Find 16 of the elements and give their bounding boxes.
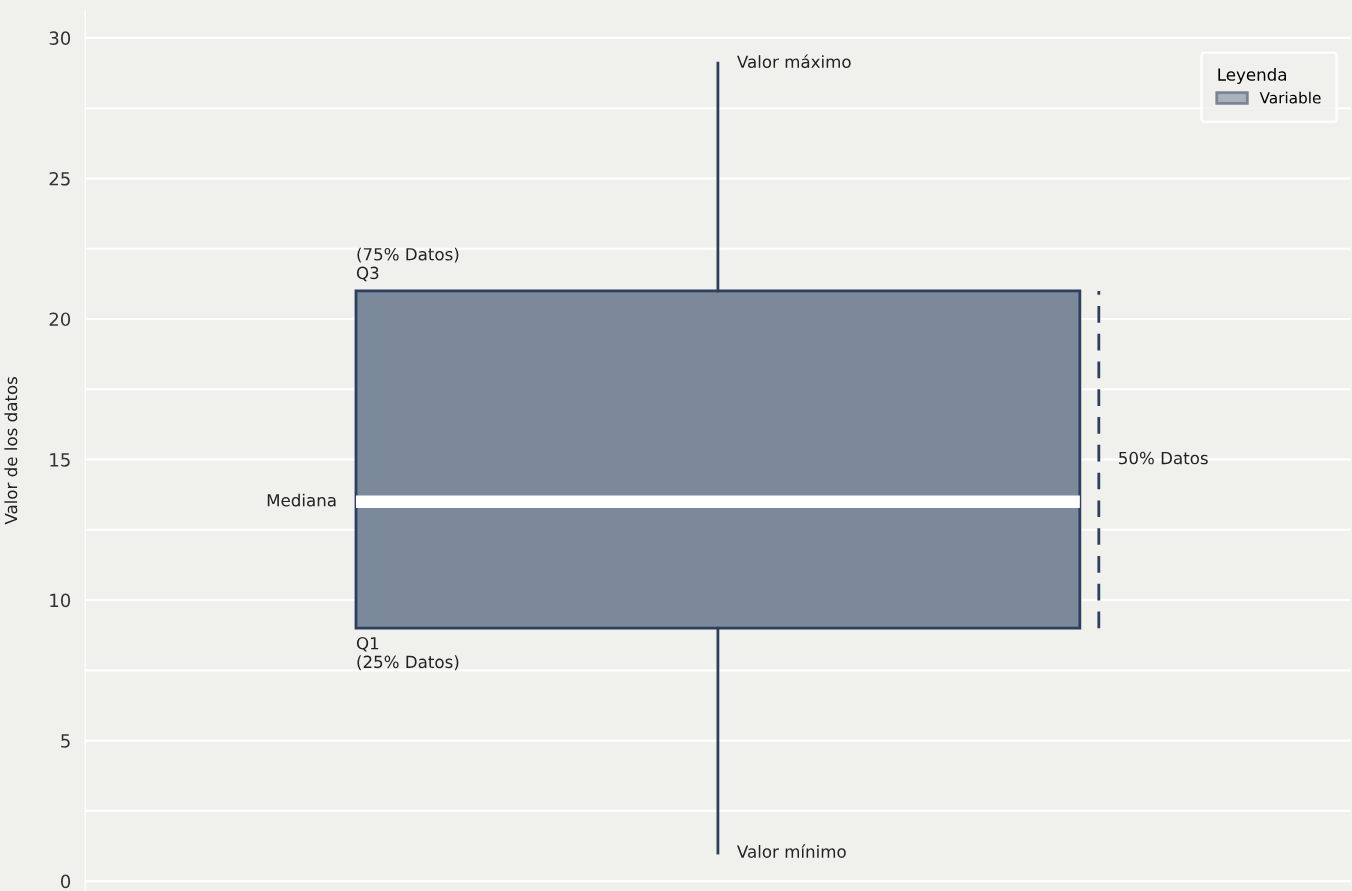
annotation: Mediana [267,493,336,507]
annotation: Valor mínimo [737,844,846,858]
y-tick-label: 15 [50,453,70,467]
y-tick-label: 30 [49,31,71,46]
y-tick-label: 0 [60,874,71,889]
y-tick-label: 10 [50,593,71,608]
legend-label: Variable [1259,91,1321,104]
legend-title: Leyenda [1218,67,1286,85]
y-tick-label: 25 [49,171,70,186]
annotation: (75% Datos) Q3 [356,247,459,282]
annotation: Q1 (25% Datos) [356,636,459,671]
y-axis-title: Valor de los datos [4,376,18,525]
annotation: 50% Datos [1119,451,1208,465]
y-tick-label: 20 [49,312,71,327]
annotation: Valor máximo [737,54,851,69]
y-tick-label: 5 [61,734,70,748]
